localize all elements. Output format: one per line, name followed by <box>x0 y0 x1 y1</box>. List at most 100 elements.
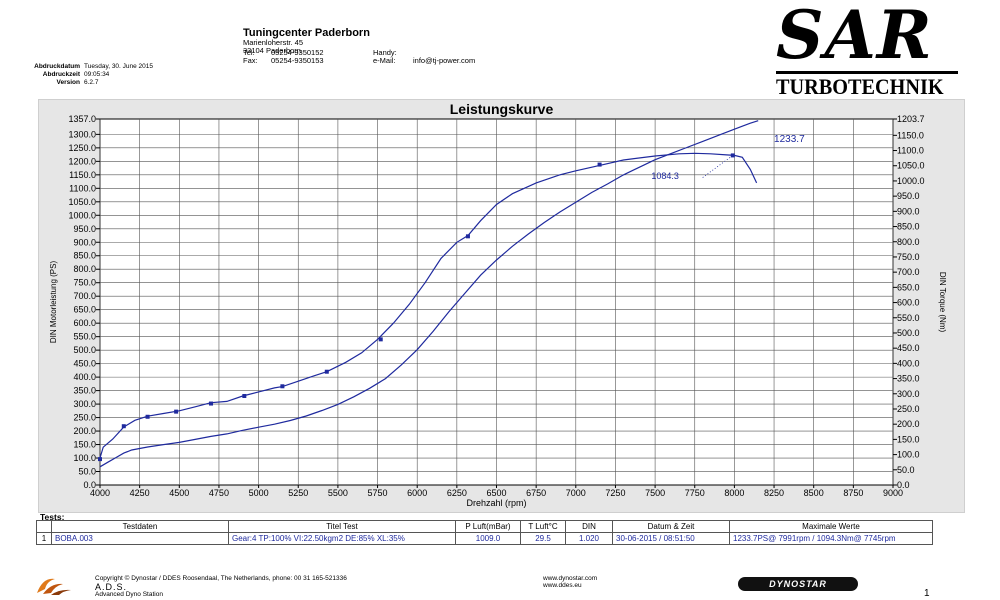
page-number: 1 <box>924 588 930 599</box>
y2-tick-label: 350.0 <box>897 374 920 384</box>
tests-header-row: Testdaten Titel Test P Luft(mBar) T Luft… <box>36 520 933 533</box>
cell-maxwerte: 1233.7PS@ 7991rpm / 1094.3Nm@ 7745rpm <box>729 532 933 545</box>
date-label: Abdruckdatum <box>34 63 80 70</box>
y-tick-label: 700.0 <box>73 291 96 301</box>
company-block: Tuningcenter Paderborn Marienloherstr. 4… <box>243 27 370 55</box>
footer-copyright: Copyright © Dynostar / DDES Roosendaal, … <box>95 575 347 582</box>
y-tick-label: 1000.0 <box>68 210 96 220</box>
x-tick-label: 5000 <box>249 488 269 498</box>
y-tick-label: 550.0 <box>73 332 96 342</box>
y-tick-label: 450.0 <box>73 359 96 369</box>
x-tick-label: 4500 <box>169 488 189 498</box>
tests-label: Tests: <box>40 512 65 522</box>
logo-divider <box>776 71 958 74</box>
x-tick-label: 5750 <box>368 488 388 498</box>
col-header-datum: Datum & Zeit <box>612 520 730 533</box>
y2-tick-label: 1150.0 <box>897 130 924 140</box>
tel-value: 05254-9350152 <box>271 48 324 57</box>
fax-value: 05254-9350153 <box>271 56 324 65</box>
date-value: Tuesday, 30. June 2015 <box>84 63 154 70</box>
x-tick-label: 6000 <box>407 488 427 498</box>
footer: Copyright © Dynostar / DDES Roosendaal, … <box>0 570 1000 600</box>
y-axis-label: DIN Motorleistung (PS) <box>49 261 58 344</box>
dynostar-logo: DYNOSTAR <box>738 577 858 591</box>
col-header-titel: Titel Test <box>228 520 456 533</box>
y2-tick-label: 550.0 <box>897 313 920 323</box>
y-tick-label: 250.0 <box>73 413 96 423</box>
y2-tick-label: 800.0 <box>897 237 920 247</box>
y-tick-label: 100.0 <box>73 453 96 463</box>
x-tick-label: 9000 <box>883 488 903 498</box>
y-tick-label: 900.0 <box>73 237 96 247</box>
version-label: Version <box>56 79 80 86</box>
y2-tick-label: 200.0 <box>897 419 920 429</box>
data-point-marker <box>242 393 247 398</box>
power-line <box>99 152 758 459</box>
y-tick-label: 850.0 <box>73 251 96 261</box>
handy-label: Handy: <box>373 48 397 57</box>
x-axis-label: Drehzahl (rpm) <box>466 498 526 508</box>
y2-tick-label: 400.0 <box>897 358 920 368</box>
x-tick-label: 7750 <box>685 488 705 498</box>
y2-tick-label: 700.0 <box>897 267 920 277</box>
data-point-marker <box>174 409 179 414</box>
y2-tick-label: 650.0 <box>897 282 920 292</box>
y-tick-label: 1100.0 <box>69 183 96 193</box>
x-tick-label: 8000 <box>724 488 744 498</box>
y2-tick-label: 150.0 <box>897 434 920 444</box>
torque-line <box>99 120 759 468</box>
y2-tick-label: 250.0 <box>897 404 920 414</box>
cell-tluft: 29.5 <box>520 532 566 545</box>
y2-tick-label: 950.0 <box>897 191 920 201</box>
cell-titel: Gear:4 TP:100% VI:22.50kgm2 DE:85% XL:35… <box>228 532 456 545</box>
y-tick-label: 1250.0 <box>68 143 96 153</box>
fax-label: Fax: <box>243 56 258 65</box>
x-tick-label: 6500 <box>486 488 506 498</box>
y2-tick-label: 1000.0 <box>897 176 925 186</box>
y2-tick-label: 0.0 <box>897 480 910 490</box>
y-tick-label: 600.0 <box>73 318 96 328</box>
tests-table: Testdaten Titel Test P Luft(mBar) T Luft… <box>36 520 933 545</box>
x-tick-label: 8250 <box>764 488 784 498</box>
y-tick-label: 0.0 <box>83 480 96 490</box>
cell-din: 1.020 <box>565 532 613 545</box>
col-header-testdaten: Testdaten <box>51 520 229 533</box>
y-tick-label: 1300.0 <box>68 129 96 139</box>
y-tick-label: 1050.0 <box>68 197 96 207</box>
data-point-marker <box>324 369 329 374</box>
y2-tick-label: 100.0 <box>897 450 920 460</box>
col-header-maxwerte: Maximale Werte <box>729 520 933 533</box>
time-label: Abdruckzeit <box>42 71 80 78</box>
y-tick-label: 1150.0 <box>69 170 96 180</box>
y-tick-label: 400.0 <box>73 372 96 382</box>
data-point-marker <box>465 234 470 239</box>
x-tick-label: 6250 <box>447 488 467 498</box>
y-tick-label: 950.0 <box>73 224 96 234</box>
data-point-marker <box>145 414 150 419</box>
y2-tick-label: 1203.7 <box>897 114 925 124</box>
data-point-marker <box>597 162 602 167</box>
max-torque-annotation: 1084.3 <box>651 171 679 181</box>
version-value: 6.2.7 <box>84 79 99 86</box>
y2-axis-label: DIN Torque (Nm) <box>938 272 947 333</box>
table-row[interactable]: 1 BOBA.003 Gear:4 TP:100% VI:22.50kgm2 D… <box>36 532 933 545</box>
footer-web-ddes[interactable]: www.ddes.eu <box>543 582 582 589</box>
x-tick-label: 7500 <box>645 488 665 498</box>
y-tick-label: 500.0 <box>73 345 96 355</box>
email-label: e-Mail: <box>373 56 396 65</box>
y2-tick-label: 750.0 <box>897 252 920 262</box>
x-tick-label: 5250 <box>288 488 308 498</box>
company-city: 33104 Paderborn <box>243 46 301 55</box>
col-header-tluft: T Luft°C <box>520 520 566 533</box>
y2-tick-label: 500.0 <box>897 328 920 338</box>
footer-web-dynostar[interactable]: www.dynostar.com <box>543 575 598 582</box>
logo-turbotechnik-text: TURBOTECHNIK <box>776 74 944 99</box>
x-tick-label: 4000 <box>90 488 110 498</box>
y-tick-label: 1200.0 <box>68 156 96 166</box>
x-tick-label: 8750 <box>843 488 863 498</box>
email-value: info@tj-power.com <box>413 56 476 65</box>
data-point-marker <box>730 153 735 158</box>
tel-label: Tel: <box>243 48 255 57</box>
y-tick-label: 50.0 <box>78 467 96 477</box>
y2-tick-label: 850.0 <box>897 222 920 232</box>
